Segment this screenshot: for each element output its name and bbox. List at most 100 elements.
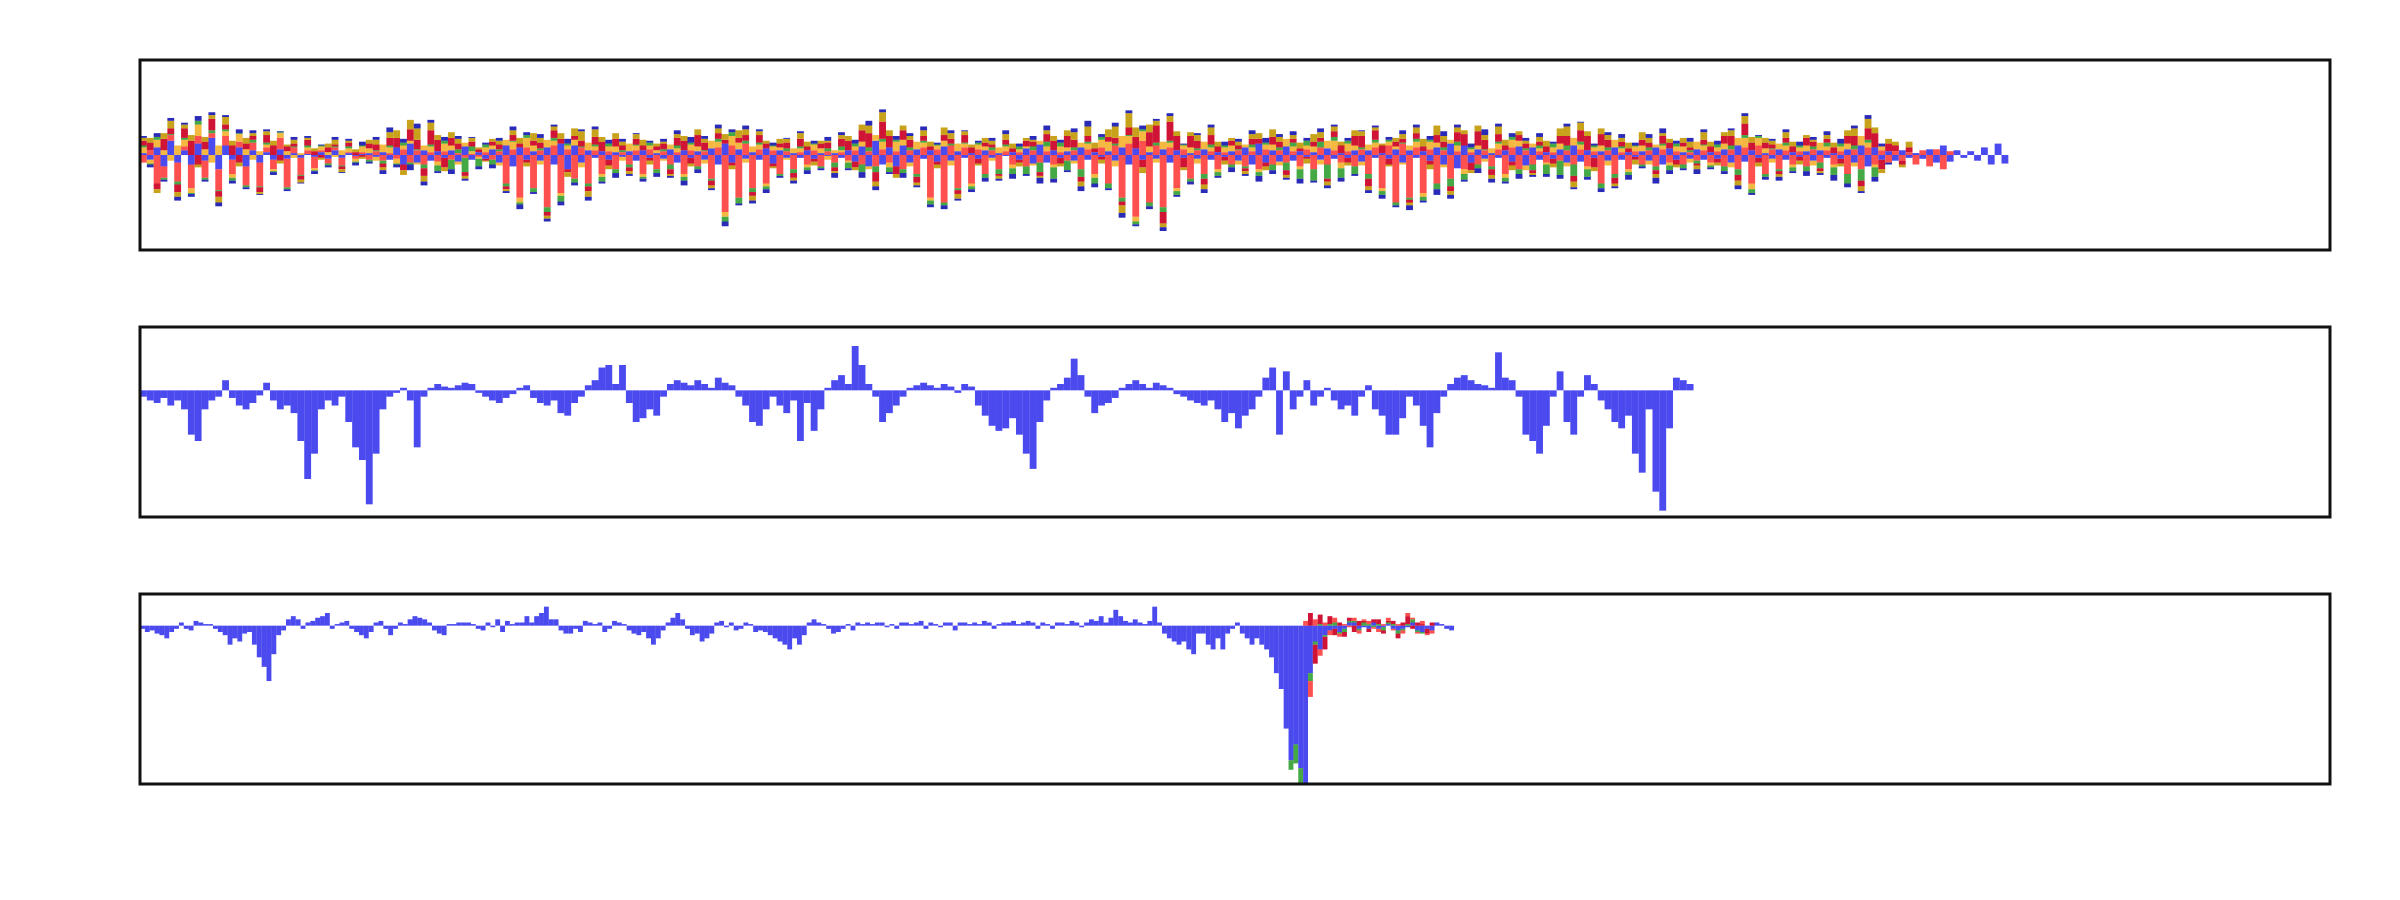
bar-segment-navy xyxy=(762,189,770,193)
bar-segment-blue xyxy=(783,390,791,414)
bar-segment-navy xyxy=(1173,194,1181,197)
bar-segment-crimson xyxy=(304,139,312,146)
bar-segment-navy xyxy=(803,170,811,174)
bar-segment-blue xyxy=(1618,390,1626,429)
bar-segment-blue xyxy=(954,151,962,155)
bar-segment-navy xyxy=(201,179,209,182)
bar-segment-blue xyxy=(146,390,154,401)
bar-segment-orange xyxy=(1166,142,1174,148)
bar-segment-red xyxy=(304,150,312,155)
bar-segment-crimson xyxy=(899,130,907,140)
bar-segment-orange xyxy=(1337,162,1345,169)
bar-segment-orange xyxy=(1173,188,1181,192)
bar-segment-gold xyxy=(550,126,558,131)
axes-frame xyxy=(138,592,2332,786)
bar-segment-blue xyxy=(855,622,861,626)
bar-segment-green xyxy=(1850,145,1858,150)
bar-segment-navy xyxy=(1720,171,1728,174)
bar-segment-red xyxy=(1399,143,1407,155)
bar-segment-blue xyxy=(733,625,739,631)
bar-segment-green xyxy=(1495,141,1502,144)
bar-segment-blue xyxy=(1132,148,1140,155)
bar-segment-blue xyxy=(1312,625,1318,642)
bar-segment-green xyxy=(1009,168,1016,174)
bar-segment-green xyxy=(1342,628,1347,632)
bar-segment-green xyxy=(167,134,175,136)
bar-segment-red xyxy=(1659,149,1667,155)
bar-segment-green xyxy=(1385,139,1393,142)
bar-segment-crimson xyxy=(1405,616,1411,625)
bar-segment-blue xyxy=(899,390,907,397)
bar-segment-gold xyxy=(1734,180,1742,186)
bar-segment-blue xyxy=(858,365,866,391)
bar-segment-orange xyxy=(406,140,414,144)
bar-segment-crimson xyxy=(1830,147,1838,154)
bar-segment-crimson xyxy=(625,167,633,172)
bar-segment-blue xyxy=(1449,625,1454,631)
bar-segment-blue xyxy=(441,625,447,636)
bar-segment-red xyxy=(1361,619,1367,621)
bar-segment-red xyxy=(1289,151,1297,155)
bar-segment-blue xyxy=(1069,620,1075,626)
bar-segment-crimson xyxy=(687,157,695,164)
bar-segment-blue xyxy=(646,625,651,639)
bar-segment-red xyxy=(728,145,736,155)
bar-segment-blue xyxy=(735,149,743,155)
bar-segment-green xyxy=(1542,164,1550,174)
bar-segment-blue xyxy=(324,390,332,401)
bar-segment-green xyxy=(1346,620,1352,623)
bar-segment-gold xyxy=(1180,167,1188,171)
bar-segment-blue xyxy=(266,625,272,682)
bar-segment-green xyxy=(1063,160,1071,171)
bar-segment-red xyxy=(1625,155,1632,170)
bar-segment-navy xyxy=(338,172,346,174)
bar-segment-orange xyxy=(1823,146,1831,151)
bar-segment-blue xyxy=(1269,625,1274,658)
bar-segment-red xyxy=(1857,155,1865,170)
bar-segment-navy xyxy=(523,132,531,136)
bar-segment-blue xyxy=(339,622,345,626)
bar-segment-blue xyxy=(1351,390,1359,416)
bar-segment-blue xyxy=(619,155,626,157)
bar-segment-crimson xyxy=(906,139,914,148)
bar-segment-blue xyxy=(1885,151,1892,155)
bar-segment-blue xyxy=(530,390,537,398)
bar-segment-blue xyxy=(1043,155,1051,163)
bar-segment-gold xyxy=(1214,141,1222,147)
bar-segment-gold xyxy=(160,133,168,139)
bar-segment-blue xyxy=(1022,390,1030,454)
bar-segment-crimson xyxy=(749,192,756,196)
bar-segment-blue xyxy=(468,384,476,391)
bar-segment-blue xyxy=(631,625,637,634)
bar-segment-red xyxy=(1166,147,1174,155)
bar-segment-crimson xyxy=(803,146,811,151)
bar-segment-red xyxy=(1919,150,1927,155)
bar-segment-blue xyxy=(578,155,585,163)
bar-segment-crimson xyxy=(968,147,975,154)
bar-segment-gold xyxy=(1118,205,1126,213)
bar-segment-crimson xyxy=(1501,145,1509,151)
bar-segment-crimson xyxy=(1262,162,1270,167)
bar-segment-crimson xyxy=(1289,138,1297,143)
bar-segment-blue xyxy=(1043,390,1051,401)
bar-segment-gold xyxy=(776,138,784,144)
bar-segment-gold xyxy=(1782,132,1790,138)
bar-segment-green xyxy=(1207,144,1215,148)
bar-segment-red xyxy=(1366,620,1372,625)
bar-segment-blue xyxy=(1679,152,1687,155)
bar-segment-crimson xyxy=(1850,136,1858,146)
bar-segment-orange xyxy=(1146,146,1153,153)
bar-segment-blue xyxy=(1282,371,1290,391)
bar-segment-crimson xyxy=(680,140,688,151)
bar-segment-orange xyxy=(1864,142,1872,148)
bar-segment-gold xyxy=(1618,137,1626,142)
bar-segment-orange xyxy=(1474,145,1482,150)
bar-segment-blue xyxy=(1412,390,1420,406)
bar-segment-red xyxy=(1508,147,1516,155)
bar-segment-orange xyxy=(263,144,271,148)
bar-segment-orange xyxy=(927,197,934,201)
bar-segment-green xyxy=(1016,146,1023,150)
bar-segment-green xyxy=(817,166,825,169)
bar-segment-blue xyxy=(1522,155,1530,166)
bar-segment-gold xyxy=(564,172,572,177)
